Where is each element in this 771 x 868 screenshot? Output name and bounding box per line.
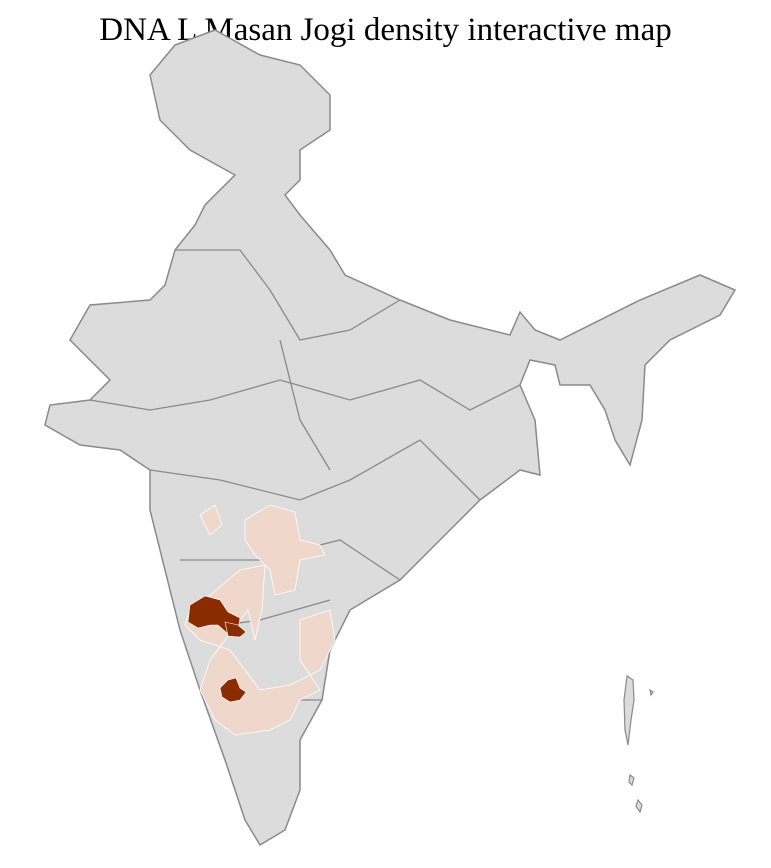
india-outline[interactable] [44,29,737,847]
low-density-district[interactable] [199,504,223,536]
high-density-district[interactable] [224,621,247,638]
island[interactable] [628,773,635,787]
island[interactable] [623,674,635,746]
island[interactable] [635,798,643,814]
andaman-nicobar-islands[interactable] [623,674,654,814]
high-density-districts[interactable] [187,595,247,703]
high-density-district[interactable] [219,677,247,703]
low-density-district[interactable] [244,504,326,596]
island[interactable] [649,688,654,697]
